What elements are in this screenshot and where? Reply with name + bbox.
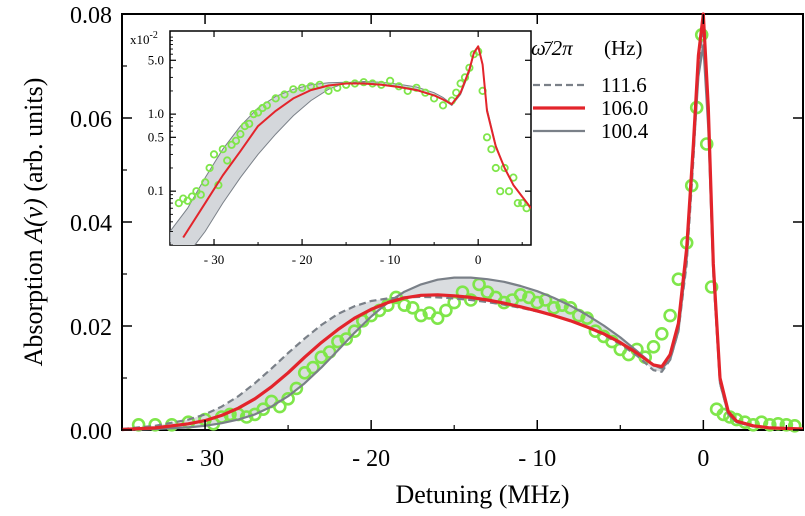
inset-data-point bbox=[236, 130, 245, 139]
main-data-point bbox=[256, 402, 271, 417]
main-data-point bbox=[405, 300, 420, 315]
inset-data-point bbox=[253, 108, 263, 117]
main-x-tick-label: - 10 bbox=[518, 446, 556, 472]
main-series-line-106-0 bbox=[121, 12, 804, 432]
main-data-point bbox=[704, 280, 719, 294]
main-y-tick-label: 0.04 bbox=[70, 211, 112, 237]
inset-y-tick-label: 0.5 bbox=[148, 129, 164, 144]
main-y-tick-label: 0.02 bbox=[70, 315, 112, 341]
main-data-point bbox=[547, 300, 561, 315]
main-data-point bbox=[339, 332, 354, 346]
inset-multiplier-base: x10 bbox=[130, 32, 150, 47]
inset-data-point bbox=[223, 156, 232, 165]
inset-x-tick-label: - 10 bbox=[380, 252, 401, 267]
inset-data-point bbox=[196, 190, 205, 199]
inset-data-point bbox=[513, 199, 522, 208]
inset-data-point bbox=[209, 150, 219, 159]
main-data-point bbox=[530, 295, 545, 310]
main-data-point bbox=[513, 287, 528, 302]
main-y-tick-label: 0.06 bbox=[70, 107, 112, 133]
main-x-tick-label: - 20 bbox=[352, 446, 390, 472]
inset-x-tick-label: 0 bbox=[475, 252, 482, 267]
inset-data-point bbox=[324, 86, 333, 96]
inset-data-point bbox=[174, 199, 183, 208]
legend: ω̄/2π (Hz) 111.6 106.0 100.4 bbox=[531, 36, 649, 143]
inset-x-tick-label: - 20 bbox=[292, 252, 313, 267]
main-data-point bbox=[762, 417, 777, 432]
inset-data-point bbox=[205, 163, 214, 173]
inset-data-point bbox=[359, 78, 368, 87]
main-data-point bbox=[654, 326, 669, 341]
inset-multiplier-label: x10-2 bbox=[130, 30, 158, 47]
inset-data-point bbox=[227, 140, 236, 149]
main-data-point bbox=[646, 339, 661, 354]
legend-label-100-4: 100.4 bbox=[601, 119, 649, 143]
inset-data-point bbox=[487, 145, 496, 154]
inset-data-point bbox=[245, 119, 254, 128]
y-axis-title-suffix: (arb. units) bbox=[19, 78, 48, 199]
main-x-tick-label: 0 bbox=[697, 446, 709, 472]
main-data-point bbox=[239, 410, 254, 424]
inset-data-point bbox=[385, 76, 395, 86]
main-data-point bbox=[663, 308, 677, 323]
inset-plot: - 30 - 20 - 10 0 0.1 0.5 1.0 5.0 x10-2 bbox=[130, 30, 532, 267]
main-data-point bbox=[699, 137, 714, 151]
inset-y-tick-label: 1.0 bbox=[148, 106, 164, 121]
main-data-point bbox=[430, 311, 445, 326]
main-data-point bbox=[787, 418, 802, 433]
main-data-point bbox=[289, 381, 304, 396]
main-data-point bbox=[306, 360, 320, 375]
inset-data-point bbox=[500, 163, 509, 173]
inset-data-point bbox=[504, 187, 514, 196]
main-data-point bbox=[347, 324, 362, 339]
main-data-point bbox=[397, 298, 412, 313]
legend-label-106-0: 106.0 bbox=[601, 96, 648, 120]
inset-data-point bbox=[201, 178, 210, 187]
legend-title-unit: (Hz) bbox=[604, 36, 642, 60]
inset-x-tick-label: - 30 bbox=[204, 252, 225, 267]
y-axis-title-symbol: A(ν) bbox=[19, 198, 48, 245]
inset-frame bbox=[169, 30, 532, 246]
inset-data-point bbox=[183, 196, 192, 205]
inset-multiplier-exponent: -2 bbox=[150, 30, 158, 41]
inset-data-point bbox=[280, 90, 289, 99]
inset-data-point bbox=[187, 192, 197, 201]
inset-data-point bbox=[262, 101, 271, 110]
inset-data-point bbox=[438, 101, 448, 110]
inset-data-point bbox=[271, 94, 280, 103]
inset-y-tick-label: 0.1 bbox=[148, 183, 164, 198]
main-data-point bbox=[331, 334, 345, 349]
inset-data-point bbox=[289, 85, 298, 94]
main-y-axis-title: Absorption A(ν) (arb. units) bbox=[19, 78, 48, 367]
main-x-axis-title: Detuning (MHz) bbox=[395, 480, 569, 509]
main-data-point bbox=[729, 412, 744, 427]
inset-y-tick-label: 5.0 bbox=[148, 52, 164, 67]
main-data-point bbox=[463, 293, 478, 307]
main-data-point bbox=[414, 308, 428, 323]
inset-red-curve bbox=[182, 45, 531, 239]
inset-data-point bbox=[491, 163, 500, 173]
main-x-tick-label: - 30 bbox=[186, 446, 224, 472]
main-data-point bbox=[779, 417, 794, 432]
inset-data-point bbox=[482, 133, 492, 142]
inset-content bbox=[170, 45, 531, 245]
inset-data-point bbox=[218, 145, 227, 154]
y-axis-title-prefix: Absorption bbox=[19, 243, 48, 367]
inset-data-point bbox=[249, 110, 258, 119]
main-y-tick-label: 0.08 bbox=[70, 3, 112, 29]
main-y-tick-label: 0.00 bbox=[70, 419, 112, 445]
inset-data-point bbox=[231, 136, 241, 145]
inset-data-point bbox=[496, 187, 505, 196]
legend-label-111-6: 111.6 bbox=[601, 73, 647, 97]
inset-data-point bbox=[297, 83, 307, 92]
legend-title-symbol: ω̄/2π bbox=[531, 36, 573, 60]
inset-data-point bbox=[518, 199, 527, 208]
main-data-point bbox=[439, 303, 453, 318]
main-plot: - 30 - 20 - 10 0 0.00 0.02 0.04 0.06 0.08 Detunin… bbox=[19, 3, 804, 509]
